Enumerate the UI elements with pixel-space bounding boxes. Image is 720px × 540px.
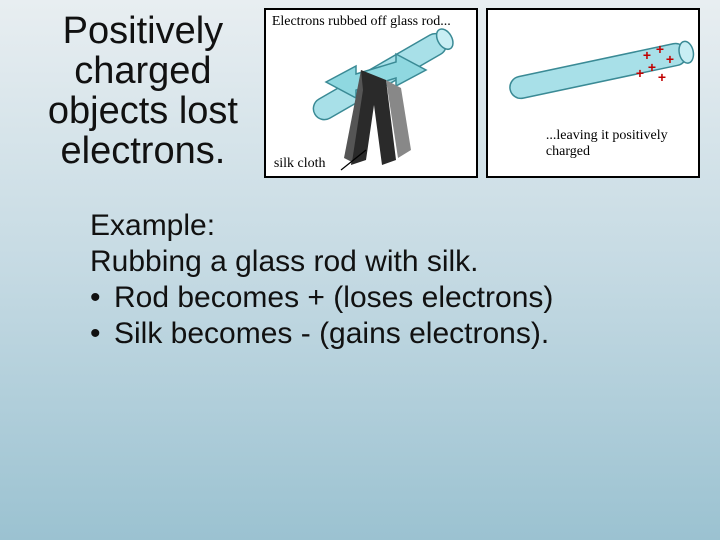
example-line-1: Rubbing a glass rod with silk. [90,244,680,280]
example-heading: Example: [90,208,680,244]
top-row: Positively charged objects lost electron… [0,0,720,178]
diagram-right-caption: ...leaving it positively charged [546,128,696,160]
silk-cloth-label: silk cloth [274,156,326,172]
example-bullet-2: • Silk becomes - (gains electrons). [90,316,680,352]
diagram-rubbing: Electrons rubbed off glass rod... silk c… [264,8,478,178]
plus-icon: + [648,60,656,74]
bullet-icon: • [90,280,114,316]
page-title: Positively charged objects lost electron… [30,8,256,172]
diagram-left-svg [266,10,484,180]
diagram-charged-rod: ++++++ ...leaving it positively charged [486,8,700,178]
plus-icon: + [666,52,674,66]
bullet-icon: • [90,316,114,352]
plus-icon: + [658,70,666,84]
example-block: Example: Rubbing a glass rod with silk. … [0,178,720,352]
example-bullet-1: • Rod becomes + (loses electrons) [90,280,680,316]
bullet-2-text: Silk becomes - (gains electrons). [114,316,549,352]
glass-rod-positive-icon [508,40,695,100]
bullet-1-text: Rod becomes + (loses electrons) [114,280,553,316]
plus-icon: + [636,66,644,80]
plus-icon: + [656,42,664,56]
